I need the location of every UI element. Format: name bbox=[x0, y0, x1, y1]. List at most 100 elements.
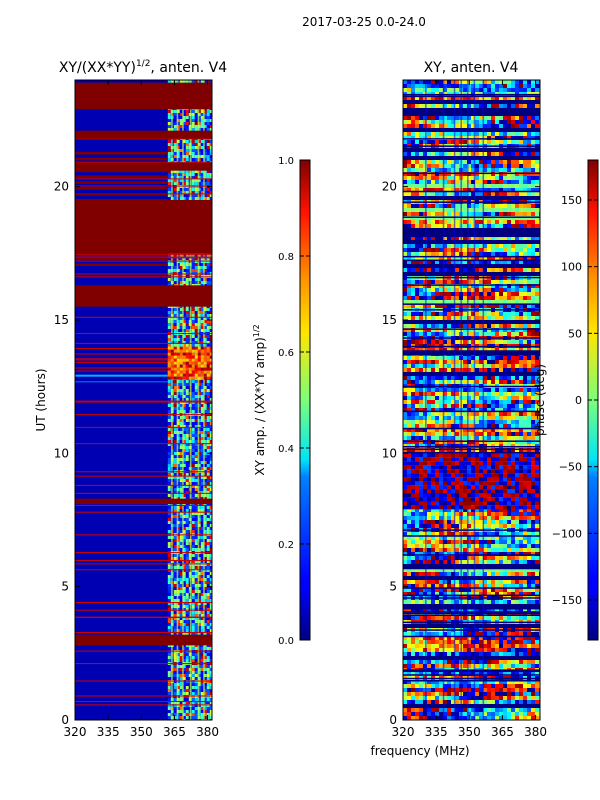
heatmap-cell bbox=[443, 140, 447, 144]
heatmap-cell bbox=[173, 599, 177, 602]
heatmap-cell bbox=[173, 563, 177, 566]
heatmap-cell bbox=[182, 710, 186, 713]
heatmap-cell bbox=[535, 220, 539, 224]
heatmap-cell bbox=[182, 389, 186, 392]
heatmap-cell bbox=[209, 278, 212, 281]
heatmap-cell bbox=[467, 140, 471, 144]
heatmap-cell bbox=[491, 168, 495, 172]
heatmap-cell bbox=[191, 158, 195, 161]
heatmap-cell bbox=[209, 488, 212, 491]
heatmap-cell bbox=[185, 611, 189, 614]
heatmap-cell bbox=[167, 146, 171, 149]
heatmap-cell bbox=[179, 383, 183, 386]
heatmap-cell bbox=[531, 80, 535, 84]
heatmap-cell bbox=[191, 449, 195, 452]
heatmap-cell bbox=[200, 452, 204, 455]
heatmap-cell bbox=[167, 419, 171, 422]
heatmap-cell bbox=[191, 358, 195, 362]
heatmap-cell bbox=[194, 602, 198, 605]
heatmap-cell bbox=[206, 704, 210, 707]
heatmap-cell bbox=[173, 383, 177, 386]
heatmap-cell bbox=[200, 623, 204, 626]
heatmap-cell bbox=[455, 160, 459, 164]
heatmap-cell bbox=[176, 367, 180, 371]
heatmap-cell bbox=[443, 224, 447, 228]
heatmap-cell bbox=[431, 216, 435, 220]
heatmap-cell bbox=[209, 110, 212, 113]
flag-line bbox=[75, 370, 212, 372]
heatmap-cell bbox=[419, 96, 423, 100]
heatmap-cell bbox=[179, 341, 183, 344]
colorbar-tick-label: 0.2 bbox=[278, 540, 294, 551]
heatmap-cell bbox=[194, 581, 198, 584]
heatmap-cell bbox=[209, 437, 212, 440]
heatmap-cell bbox=[197, 545, 201, 548]
heatmap-cell bbox=[471, 192, 475, 196]
heatmap-cell bbox=[511, 156, 515, 160]
heatmap-cell bbox=[479, 116, 483, 120]
heatmap-cell bbox=[173, 497, 177, 500]
heatmap-cell bbox=[451, 240, 455, 244]
heatmap-cell bbox=[185, 491, 189, 494]
heatmap-cell bbox=[487, 132, 491, 136]
heatmap-cell bbox=[467, 132, 471, 136]
heatmap-cell bbox=[194, 143, 198, 146]
heatmap-cell bbox=[179, 455, 183, 458]
heatmap-cell bbox=[519, 220, 523, 224]
heatmap-cell bbox=[203, 383, 207, 386]
heatmap-cell bbox=[435, 88, 439, 92]
heatmap-cell bbox=[176, 113, 180, 116]
heatmap-cell bbox=[451, 244, 455, 248]
heatmap-cell bbox=[431, 140, 435, 144]
heatmap-cell bbox=[194, 665, 198, 668]
heatmap-cell bbox=[511, 128, 515, 132]
heatmap-cell bbox=[179, 170, 183, 173]
heatmap-cell bbox=[206, 485, 210, 488]
heatmap-cell bbox=[200, 272, 204, 275]
heatmap-cell bbox=[531, 120, 535, 124]
heatmap-cell bbox=[179, 692, 183, 695]
heatmap-cell bbox=[209, 518, 212, 521]
heatmap-cell bbox=[179, 317, 183, 320]
heatmap-cell bbox=[191, 346, 195, 350]
heatmap-cell bbox=[179, 527, 183, 530]
heatmap-cell bbox=[197, 596, 201, 599]
heatmap-cell bbox=[200, 308, 204, 311]
heatmap-cell bbox=[176, 317, 180, 320]
heatmap-cell bbox=[167, 698, 171, 701]
heatmap-cell bbox=[179, 358, 183, 362]
heatmap-cell bbox=[173, 539, 177, 542]
flag-line bbox=[75, 475, 212, 477]
heatmap-cell bbox=[531, 236, 535, 240]
heatmap-cell bbox=[423, 80, 427, 84]
heatmap-cell bbox=[203, 311, 207, 314]
heatmap-cell bbox=[463, 120, 467, 124]
heatmap-cell bbox=[475, 240, 479, 244]
heatmap-cell bbox=[182, 125, 186, 128]
heatmap-cell bbox=[206, 689, 210, 692]
heatmap-cell bbox=[475, 124, 479, 128]
heatmap-cell bbox=[515, 104, 519, 108]
heatmap-cell bbox=[407, 116, 411, 120]
heatmap-cell bbox=[179, 425, 183, 428]
heatmap-cell bbox=[479, 192, 483, 196]
heatmap-cell bbox=[451, 188, 455, 192]
heatmap-cell bbox=[194, 713, 198, 716]
heatmap-cell bbox=[415, 148, 419, 152]
heatmap-cell bbox=[179, 647, 183, 650]
heatmap-cell bbox=[206, 257, 210, 260]
heatmap-cell bbox=[209, 398, 212, 401]
heatmap-cell bbox=[203, 428, 207, 431]
left-colorbar-ticks: 0.00.20.40.60.81.0 bbox=[278, 156, 310, 647]
heatmap-cell bbox=[455, 128, 459, 132]
heatmap-cell bbox=[200, 488, 204, 491]
heatmap-cell bbox=[167, 449, 171, 452]
heatmap-cell bbox=[209, 548, 212, 551]
heatmap-cell bbox=[463, 84, 467, 88]
heatmap-cell bbox=[167, 524, 171, 527]
heatmap-cell bbox=[191, 395, 195, 398]
heatmap-cell bbox=[443, 128, 447, 132]
heatmap-cell bbox=[495, 96, 499, 100]
heatmap-cell bbox=[415, 84, 419, 88]
heatmap-cell bbox=[191, 335, 195, 338]
